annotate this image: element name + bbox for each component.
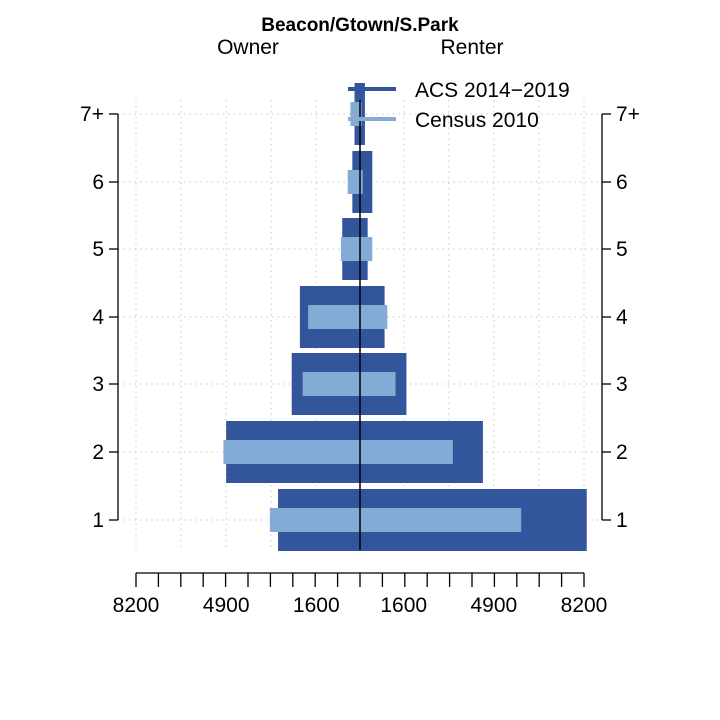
x-tick-label: 4900 (470, 594, 517, 617)
bar-renter-census-1 (360, 440, 453, 464)
left-y-tick-label: 1 (92, 509, 104, 532)
right-y-tick-label: 3 (616, 373, 628, 396)
bar-owner-census-4 (340, 237, 360, 261)
bar-renter-census-0 (360, 508, 522, 532)
legend-label-acs: ACS 2014−2019 (415, 79, 570, 102)
x-tick-label: 1600 (293, 594, 340, 617)
x-tick-label: 8200 (113, 594, 160, 617)
left-y-tick-label: 5 (92, 238, 104, 261)
bar-owner-census-5 (347, 170, 360, 194)
bar-renter-census-2 (360, 372, 396, 396)
left-y-tick-label: 3 (92, 373, 104, 396)
bar-owner-census-0 (269, 508, 360, 532)
bar-owner-census-3 (308, 305, 360, 329)
bar-renter-acs-6 (360, 83, 365, 145)
owner-label: Owner (217, 36, 279, 59)
right-y-tick-label: 5 (616, 238, 628, 261)
bar-owner-census-6 (350, 102, 360, 126)
right-y-tick-label: 4 (616, 306, 628, 329)
right-y-tick-label: 6 (616, 171, 628, 194)
axes: 1 1 2 2 3 3 4 4 5 5 6 6 7+ 7+ 8200 4900 1600 1600 4900 8200 (80, 103, 640, 617)
bar-renter-census-6 (360, 102, 362, 126)
x-tick-label: 4900 (203, 594, 250, 617)
left-y-tick-label: 7+ (80, 103, 104, 126)
renter-label: Renter (440, 36, 503, 59)
bar-renter-acs-5 (360, 151, 373, 213)
x-tick-label: 1600 (380, 594, 427, 617)
bar-renter-census-4 (360, 237, 373, 261)
bar-owner-census-1 (223, 440, 360, 464)
right-y-tick-label: 7+ (616, 103, 640, 126)
right-y-tick-label: 2 (616, 441, 628, 464)
left-y-tick-label: 6 (92, 171, 104, 194)
bars (223, 83, 587, 551)
right-y-tick-label: 1 (616, 509, 628, 532)
bar-owner-census-2 (302, 372, 360, 396)
left-y-tick-label: 4 (92, 306, 104, 329)
left-y-tick-label: 2 (92, 441, 104, 464)
bar-renter-census-3 (360, 305, 388, 329)
legend: ACS 2014−2019 Census 2010 (348, 79, 570, 132)
bar-renter-census-5 (360, 170, 363, 194)
legend-label-census: Census 2010 (415, 109, 539, 132)
chart-title: Beacon/Gtown/S.Park (261, 15, 459, 36)
x-tick-label: 8200 (561, 594, 608, 617)
